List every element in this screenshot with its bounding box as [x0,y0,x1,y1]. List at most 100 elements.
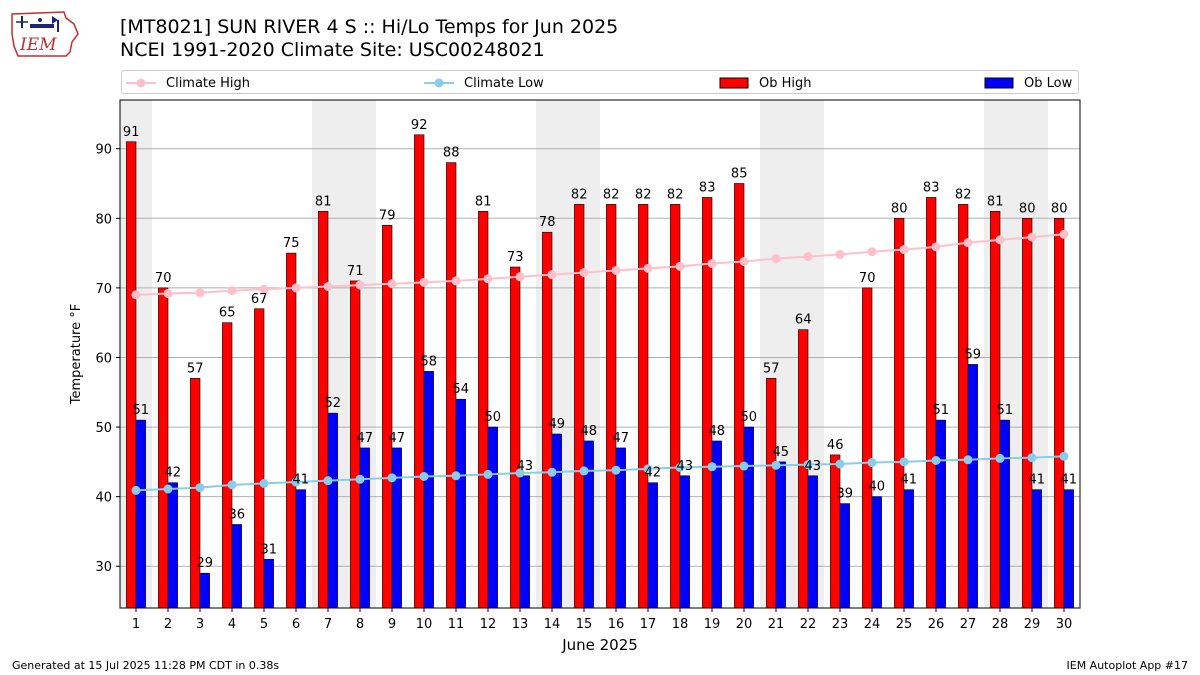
climate-high-point [163,288,173,298]
climate-high-line [135,233,1065,296]
climate-high-point [195,288,205,298]
ob-low-bar [743,426,754,609]
climate-low-point [835,459,845,469]
x-tick-label: 7 [324,617,332,632]
footer-app: IEM Autoplot App #17 [1066,659,1189,672]
climate-low-point [355,474,365,484]
ob-high-bar [862,287,873,609]
ob-high-label: 79 [379,208,396,223]
x-tick-label: 23 [832,617,849,632]
climate-high-point [931,242,941,252]
climate-low-point [387,473,397,483]
x-tick-label: 9 [388,617,396,632]
x-tick-label: 10 [416,617,433,632]
ob-low-label: 47 [357,431,374,446]
ob-high-label: 78 [539,215,556,230]
ob-low-bar [519,475,530,609]
climate-low-point [547,467,557,477]
ob-low-bar [391,447,402,609]
x-tick-label: 22 [800,617,817,632]
ob-high-bar [510,266,521,609]
y-tick-label: 50 [95,421,112,436]
climate-low-point [483,469,493,479]
ob-high-label: 75 [283,236,300,251]
legend-label-climate-low: Climate Low [464,75,544,91]
ob-high-bar [606,204,617,609]
ob-low-bar [295,489,306,609]
ob-high-bar [190,378,201,609]
ob-low-label: 40 [869,480,886,495]
x-tick-label: 24 [864,617,881,632]
ob-low-bar [903,489,914,609]
ob-low-bar [871,496,882,609]
ob-low-label: 45 [773,445,790,460]
ob-high-bar [894,218,905,609]
climate-high-point [643,263,653,273]
ob-high-bar [158,287,169,609]
y-tick-label: 90 [95,143,112,158]
ob-low-bar [551,433,562,609]
x-tick-label: 29 [1024,617,1041,632]
x-tick-label: 28 [992,617,1009,632]
x-tick-label: 14 [544,617,561,632]
climate-high-point [867,247,877,257]
ob-high-label: 70 [859,271,876,286]
x-tick-label: 1 [132,617,140,632]
climate-low-point [419,471,429,481]
climate-low-marker-icon [424,78,454,88]
x-tick-label: 8 [356,617,364,632]
y-tick-label: 60 [95,351,112,366]
ob-low-bar [327,412,338,609]
climate-low-point [771,460,781,470]
footer-generated: Generated at 15 Jul 2025 11:28 PM CDT in… [12,659,280,672]
ob-high-label: 46 [827,438,844,453]
ob-low-bar [999,419,1010,609]
ob-high-label: 81 [987,194,1004,209]
climate-low-point [163,484,173,494]
legend-item-climate-high: Climate High [126,74,250,92]
x-axis-label: June 2025 [561,636,638,654]
climate-low-point [931,455,941,465]
climate-high-point [387,279,397,289]
iem-logo: IEM [8,6,80,64]
legend-label-ob-low: Ob Low [1024,75,1073,91]
climate-high-point [835,249,845,259]
ob-low-label: 41 [1061,473,1078,488]
ob-low-label: 50 [485,410,502,425]
climate-low-point [739,461,749,471]
x-tick-label: 15 [576,617,593,632]
x-tick-label: 20 [736,617,753,632]
ob-high-label: 64 [795,313,812,328]
ob-high-bar [702,197,713,609]
ob-low-label: 49 [549,417,566,432]
climate-low-line [135,455,1065,492]
ob-high-bar [254,308,265,609]
y-tick-label: 70 [95,282,112,297]
y-axis-label: Temperature °F [69,304,84,405]
legend-label-climate-high: Climate High [166,75,251,91]
climate-high-point [899,245,909,255]
ob-high-label: 57 [763,361,780,376]
climate-high-point [227,286,237,296]
climate-low-point [131,485,141,495]
ob-high-label: 85 [731,167,748,182]
ob-low-label: 41 [1029,473,1046,488]
legend-label-ob-high: Ob High [759,75,812,91]
ob-high-bar [574,204,585,609]
ob-high-label: 71 [347,264,364,279]
legend-item-ob-low: Ob Low [984,74,1072,92]
ob-high-label: 83 [923,180,940,195]
climate-low-point [995,453,1005,463]
x-tick-label: 2 [164,617,172,632]
ob-high-label: 88 [443,146,460,161]
climate-high-point [323,281,333,291]
ob-high-bar [414,134,425,609]
ob-low-bar [455,398,466,609]
ob-high-bar [958,204,969,609]
y-tick-label: 30 [95,560,112,575]
ob-low-bar [135,419,146,609]
ob-low-label: 43 [805,459,822,474]
ob-low-bar [263,558,274,609]
climate-high-point [483,274,493,284]
ob-low-bar [935,419,946,609]
